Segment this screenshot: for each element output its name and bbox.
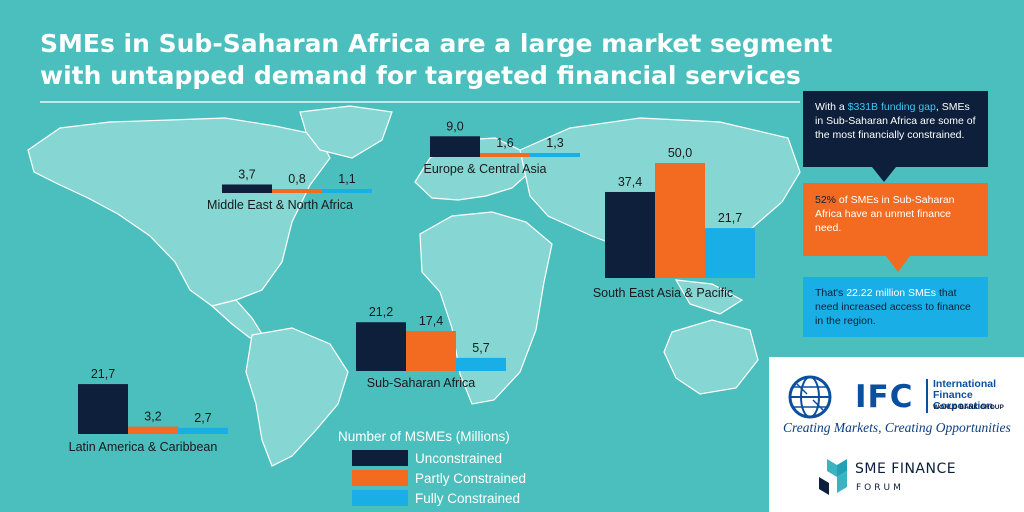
bar-value-label: 3,7 — [238, 167, 255, 181]
ifc-name: International Finance Corporation — [933, 378, 997, 412]
sme-finance-name: SME FINANCE — [855, 461, 957, 477]
chart-legend: Number of MSMEs (Millions) Unconstrained P… — [338, 429, 526, 506]
ifc-divider — [926, 379, 928, 413]
bar-value-label: 37,4 — [618, 175, 642, 189]
logo-panel: IFC International Finance Corporation WOR… — [769, 357, 1024, 512]
sme-forum-logo-icon — [819, 459, 847, 495]
legend-label: Fully Constrained — [415, 491, 520, 506]
ifc-world-bank-group: WORLD BANK GROUP — [933, 404, 1004, 411]
bar-value-label: 5,7 — [472, 341, 489, 355]
bar-value-label: 50,0 — [668, 146, 692, 160]
bar-chart: 3,7 0,8 1,1 Middle East & North Africa 9,0 1,… — [69, 119, 755, 454]
map-australia — [663, 319, 759, 395]
bar-value-label: 1,6 — [496, 136, 513, 150]
bar-group: 21,7 3,2 2,7 Latin America & Caribbean — [69, 367, 228, 454]
bar-value-label: 2,7 — [194, 411, 211, 425]
legend-title: Number of MSMEs (Millions) — [338, 429, 510, 444]
map-greenland — [299, 105, 393, 159]
map-south-america — [245, 327, 349, 467]
bar — [456, 357, 506, 371]
globe-icon — [788, 375, 832, 419]
bar-value-label: 21,2 — [369, 305, 393, 319]
bar — [128, 426, 178, 434]
bar-group: 21,2 17,4 5,7 Sub-Saharan Africa — [356, 305, 506, 390]
region-label: Europe & Central Asia — [424, 162, 547, 176]
bar — [222, 184, 272, 193]
bar-value-label: 3,2 — [144, 410, 161, 424]
callout-smes-count: That's 22.22 million SMEs that need incr… — [803, 277, 988, 337]
bar — [322, 189, 372, 193]
bar-value-label: 0,8 — [288, 172, 305, 186]
bar — [605, 191, 655, 278]
legend-swatch — [352, 450, 408, 466]
bar — [178, 427, 228, 434]
bar-value-label: 17,4 — [419, 314, 443, 328]
bar — [655, 163, 705, 278]
legend-label: Unconstrained — [415, 451, 502, 466]
map-north-america — [27, 117, 331, 307]
bar — [530, 153, 580, 157]
bar — [480, 153, 530, 157]
bar-value-label: 21,7 — [91, 367, 115, 381]
bar-value-label: 9,0 — [446, 119, 463, 133]
bar — [78, 384, 128, 434]
bar — [356, 322, 406, 371]
map-southeast-asia — [674, 279, 744, 315]
bar-group: 37,4 50,0 21,7 South East Asia & Pacific — [593, 146, 755, 300]
legend-label: Partly Constrained — [415, 471, 526, 486]
bar — [272, 189, 322, 193]
callout-unmet-need: 52% of SMEs in Sub-Saharan Africa have a… — [803, 183, 988, 256]
bar-value-label: 1,1 — [338, 172, 355, 186]
ifc-abbrev: IFC — [855, 379, 914, 415]
ifc-tagline: Creating Markets, Creating Opportunities — [783, 420, 1011, 435]
bar — [406, 330, 456, 371]
region-label: Middle East & North Africa — [207, 198, 353, 212]
bar-value-label: 21,7 — [718, 211, 742, 225]
sme-forum-label: FORUM — [856, 483, 904, 493]
legend-swatch — [352, 490, 408, 506]
map-central-america — [210, 299, 263, 339]
page-title: SMEs in Sub-Saharan Africa are a large m… — [40, 29, 833, 90]
region-label: South East Asia & Pacific — [593, 286, 733, 300]
region-label: Sub-Saharan Africa — [367, 376, 475, 390]
map-africa — [419, 211, 553, 405]
bar-group: 3,7 0,8 1,1 Middle East & North Africa — [207, 167, 372, 212]
callout-funding-gap: With a $331B funding gap, SMEs in Sub-Sa… — [803, 91, 988, 167]
bar-group: 9,0 1,6 1,3 Europe & Central Asia — [424, 119, 580, 176]
legend-swatch — [352, 470, 408, 486]
bar-value-label: 1,3 — [546, 136, 563, 150]
bar — [430, 136, 480, 157]
bar — [705, 228, 755, 278]
title-divider — [40, 101, 800, 103]
region-label: Latin America & Caribbean — [69, 440, 218, 454]
